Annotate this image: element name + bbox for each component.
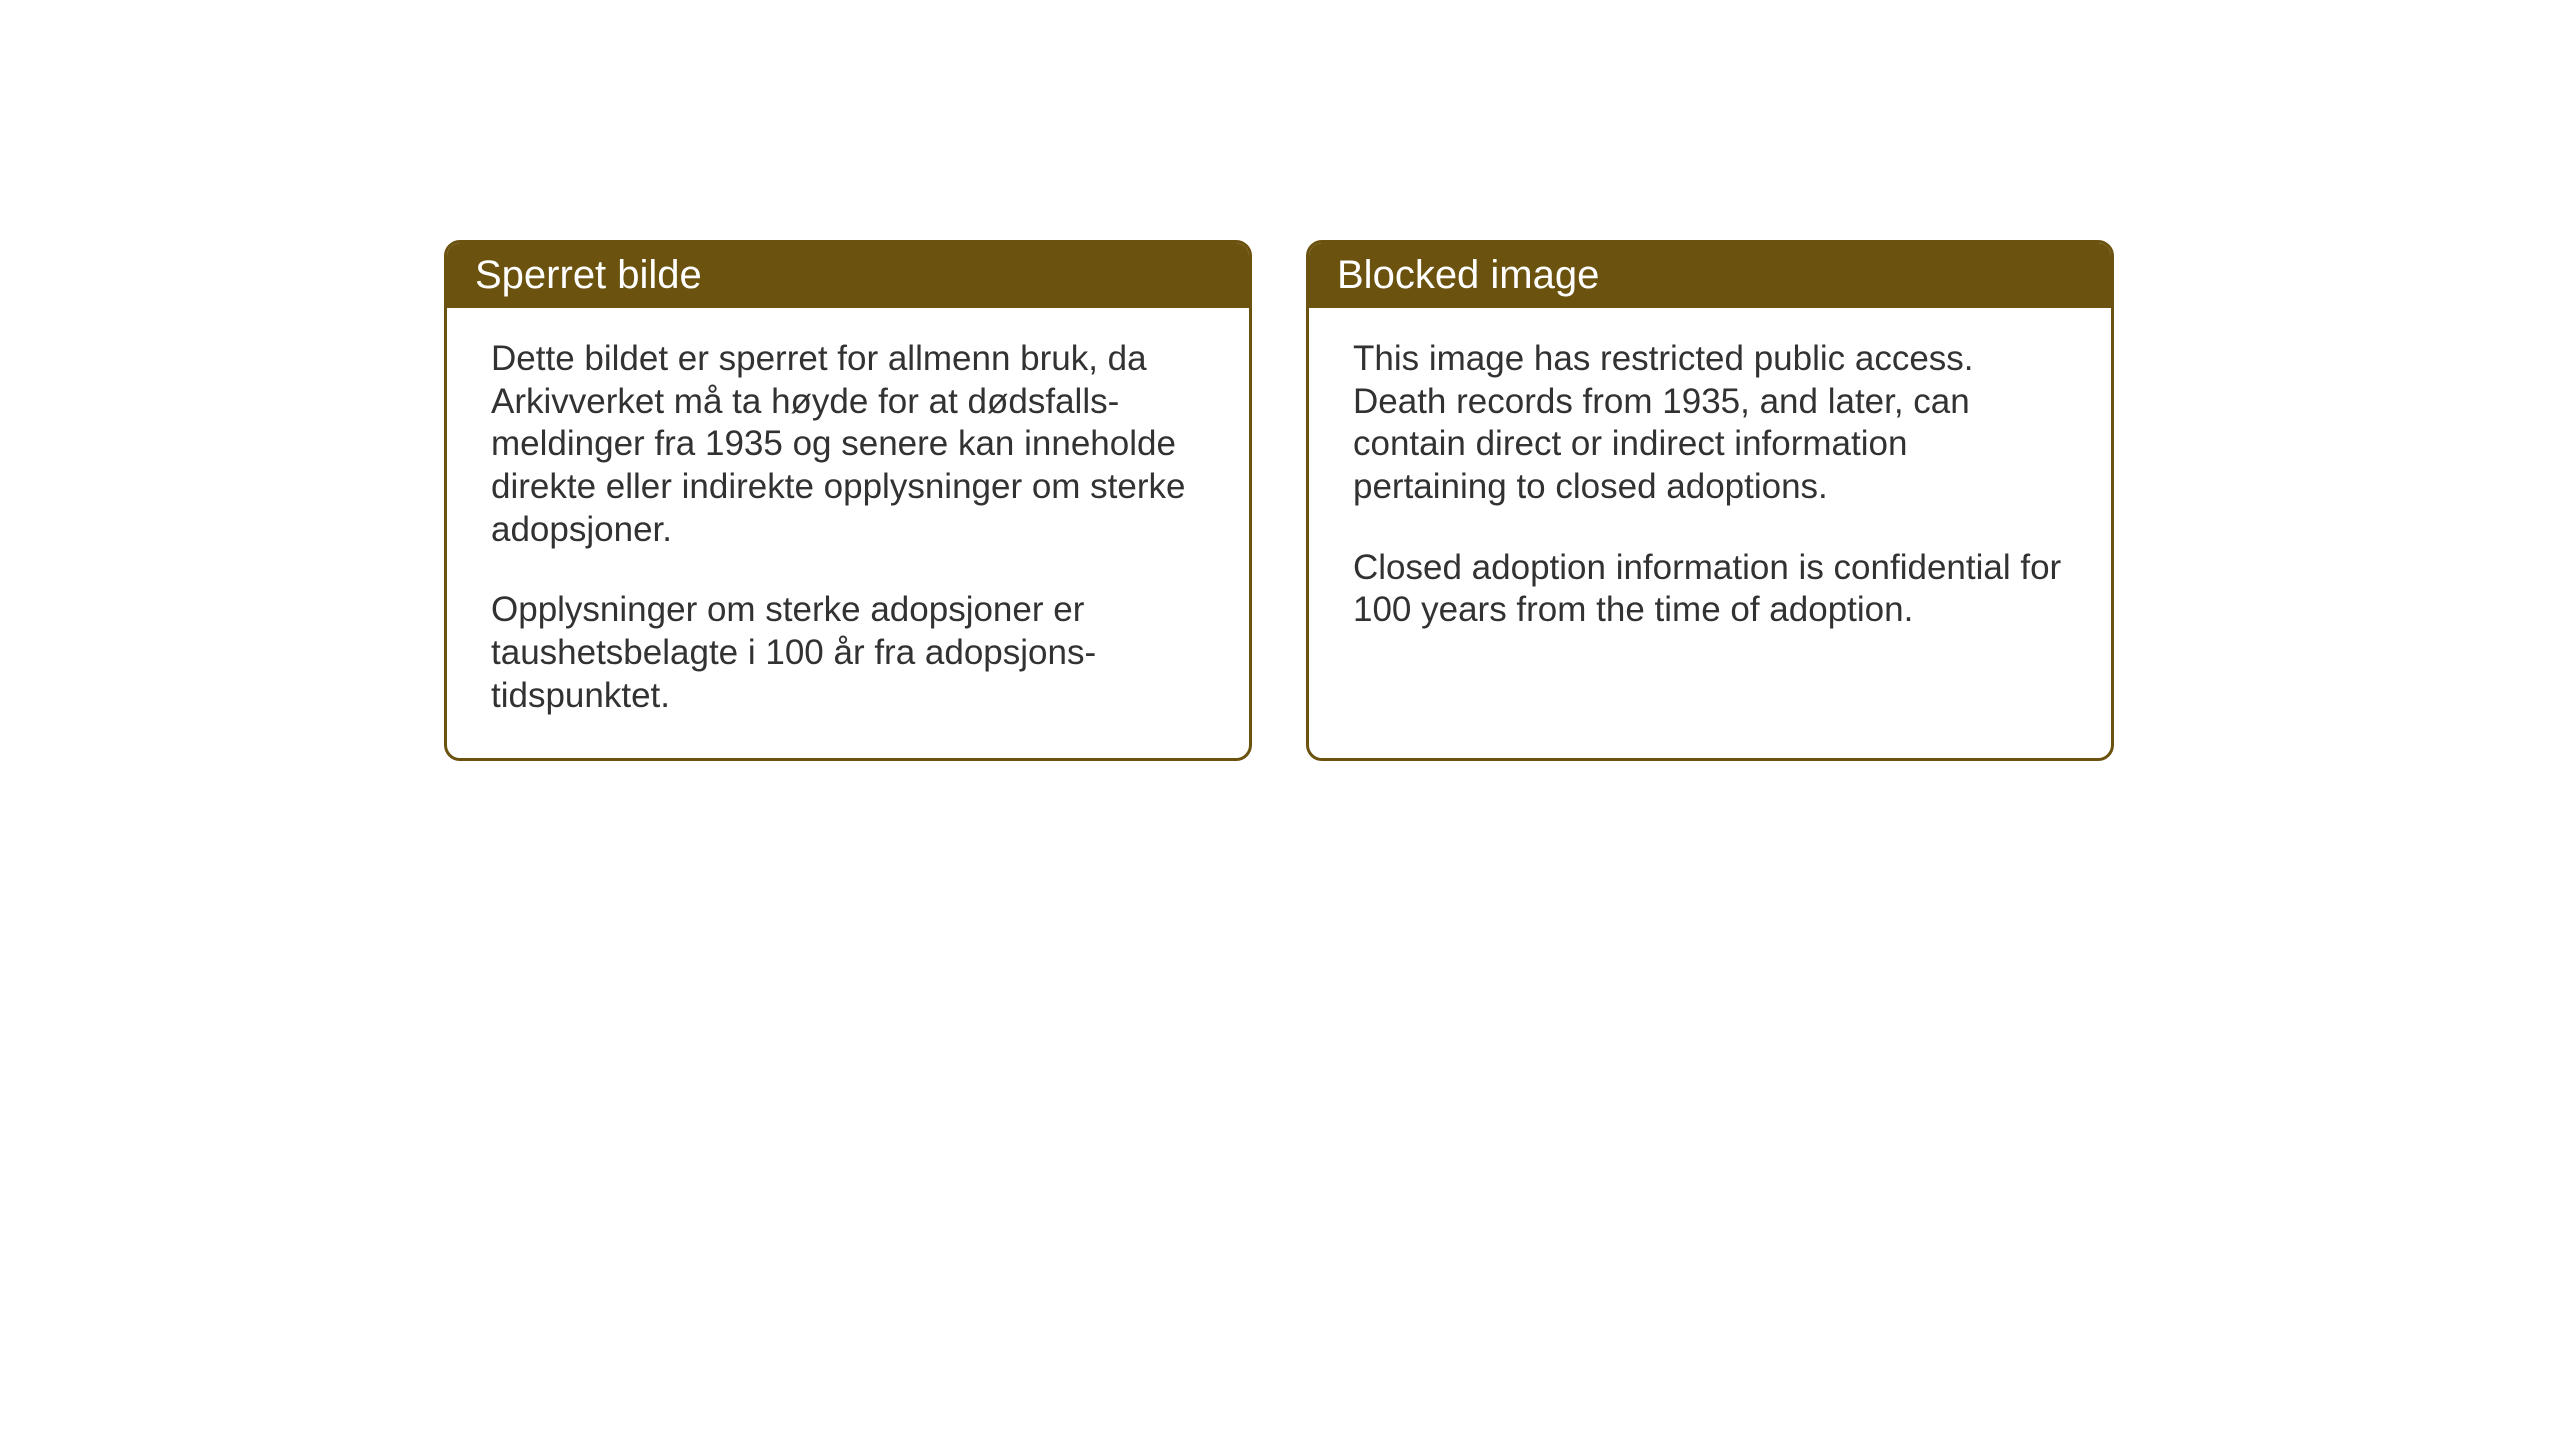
notice-card-header-norwegian: Sperret bilde — [447, 243, 1249, 308]
notice-cards-container: Sperret bilde Dette bildet er sperret fo… — [444, 240, 2114, 761]
notice-card-header-english: Blocked image — [1309, 243, 2111, 308]
notice-card-body-english: This image has restricted public access.… — [1309, 308, 2111, 708]
notice-paragraph-2-english: Closed adoption information is confident… — [1353, 547, 2067, 632]
notice-paragraph-1-english: This image has restricted public access.… — [1353, 338, 2067, 509]
notice-card-body-norwegian: Dette bildet er sperret for allmenn bruk… — [447, 308, 1249, 758]
notice-card-english: Blocked image This image has restricted … — [1306, 240, 2114, 761]
notice-card-norwegian: Sperret bilde Dette bildet er sperret fo… — [444, 240, 1252, 761]
notice-paragraph-1-norwegian: Dette bildet er sperret for allmenn bruk… — [491, 338, 1205, 551]
notice-paragraph-2-norwegian: Opplysninger om sterke adopsjoner er tau… — [491, 589, 1205, 717]
